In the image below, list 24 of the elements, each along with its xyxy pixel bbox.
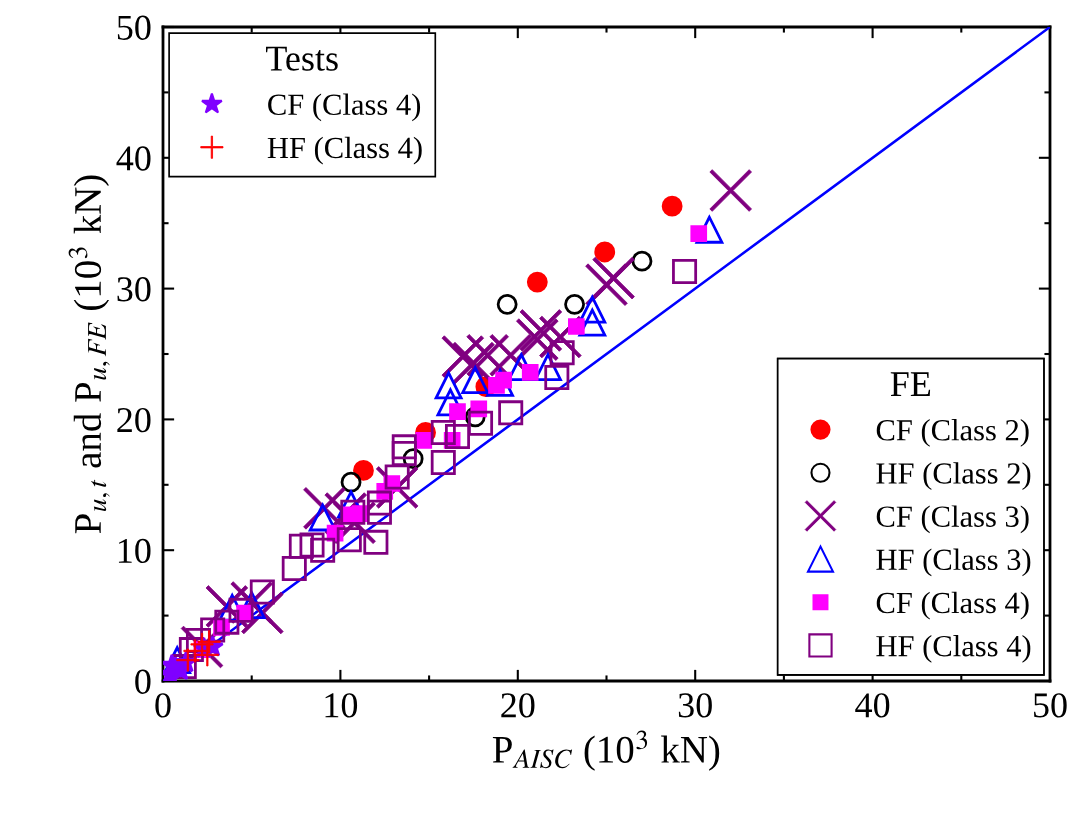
legend-label: CF (Class 4) [268, 93, 421, 122]
legend-label: HF (Class 3) [876, 548, 1031, 577]
legend-label: HF (Class 2) [876, 462, 1031, 490]
legend-label: HF (Class 4) [876, 634, 1031, 663]
text: FE [890, 372, 931, 396]
x-tick-label: 30 [678, 693, 712, 718]
text: Tests [266, 46, 338, 71]
y-tick-label: 40 [116, 146, 151, 171]
x-tick-label: 50 [1034, 693, 1067, 718]
legend-label: CF (Class 4) [876, 591, 1029, 620]
y-tick-label: 10 [118, 538, 151, 564]
x-axis-title: P$_{AISC}$ (10$^{3}$ kN) [492, 730, 720, 771]
x-tick-label: 10 [325, 693, 358, 718]
legend-label: CF (Class 2) [876, 419, 1029, 447]
y-tick-label: 30 [117, 277, 151, 302]
y-tick-label: 50 [117, 15, 151, 40]
y-axis-title: P$_{u,t}$ and P$_{u,FE}$ (10$^{3}$ kN) [68, 175, 110, 534]
legend-label: CF (Class 3) [876, 505, 1029, 534]
x-tick-label: 40 [855, 693, 890, 718]
y-tick-label: 0 [135, 669, 151, 694]
y-tick-label: 20 [117, 407, 151, 433]
x-tick-label: 20 [501, 693, 535, 718]
x-tick-label: 0 [155, 693, 171, 718]
legend-label: HF (Class 4) [267, 136, 422, 165]
